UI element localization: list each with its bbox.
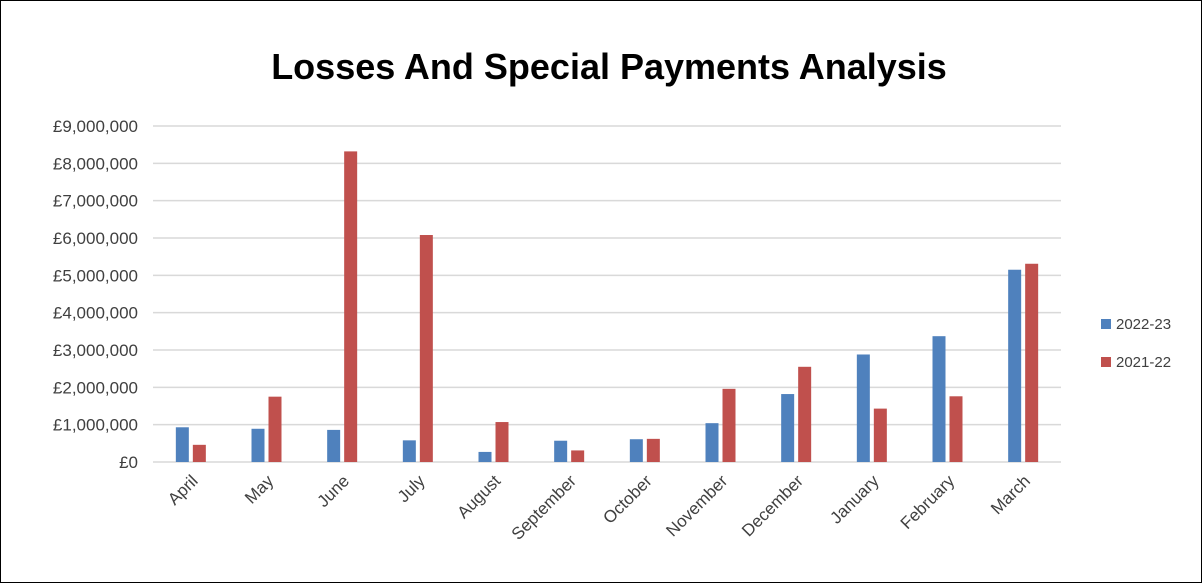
legend: 2022-23 2021-22 (1101, 316, 1171, 371)
y-tick-label: £0 (119, 453, 138, 472)
x-tick-label: September (508, 471, 580, 543)
x-tick-label: December (738, 471, 807, 540)
bar-2021-22-july (419, 235, 433, 462)
bar-2022-23-february (932, 336, 946, 462)
x-tick-label: August (453, 471, 504, 522)
legend-swatch (1101, 319, 1111, 329)
x-tick-label: February (897, 471, 959, 533)
legend-swatch (1101, 357, 1111, 367)
y-tick-label: £8,000,000 (53, 154, 138, 173)
bar-2022-23-january (856, 354, 870, 462)
x-tick-label: May (241, 471, 277, 507)
bar-2021-22-may (268, 396, 282, 462)
bar-2022-23-august (478, 451, 492, 462)
bar-2021-22-october (646, 438, 660, 462)
y-tick-label: £1,000,000 (53, 416, 138, 435)
y-tick-label: £2,000,000 (53, 378, 138, 397)
x-tick-label: April (164, 471, 201, 508)
bar-2021-22-december (798, 366, 812, 462)
bar-2021-22-january (873, 408, 887, 462)
y-tick-label: £4,000,000 (53, 304, 138, 323)
bar-2022-23-november (705, 423, 719, 462)
bar-2022-23-june (327, 429, 341, 462)
bar-2021-22-march (1025, 263, 1039, 462)
bars (175, 151, 1039, 463)
y-tick-label: £7,000,000 (53, 192, 138, 211)
chart-title: Losses And Special Payments Analysis (271, 46, 947, 87)
gridlines (153, 125, 1061, 463)
x-axis-tick-labels: April May June July August September October No… (164, 471, 1034, 544)
x-tick-label: March (987, 471, 1034, 518)
bar-2021-22-november (722, 388, 736, 462)
bar-2022-23-july (402, 440, 416, 462)
x-tick-label: July (394, 471, 429, 506)
bar-2022-23-march (1008, 269, 1022, 462)
bar-2021-22-september (571, 450, 585, 462)
bar-2021-22-august (495, 422, 509, 462)
bar-2021-22-april (192, 444, 206, 462)
bar-2021-22-february (949, 396, 963, 462)
bar-2022-23-april (175, 427, 189, 462)
bar-2022-23-december (781, 394, 795, 462)
y-tick-label: £9,000,000 (53, 117, 138, 136)
y-axis-tick-labels: £0 £1,000,000 £2,000,000 £3,000,000 £4,000,0… (53, 117, 138, 472)
y-tick-label: £5,000,000 (53, 266, 138, 285)
x-tick-label: January (826, 471, 883, 528)
bar-2021-22-june (344, 151, 358, 463)
bar-2022-23-october (629, 439, 643, 462)
x-tick-label: October (599, 471, 655, 527)
x-tick-label: November (662, 471, 731, 540)
y-tick-label: £6,000,000 (53, 229, 138, 248)
x-tick-label: June (313, 471, 353, 511)
legend-label: 2022-23 (1116, 316, 1171, 333)
legend-label: 2021-22 (1116, 354, 1171, 371)
y-tick-label: £3,000,000 (53, 341, 138, 360)
bar-2022-23-september (554, 440, 568, 462)
bar-2022-23-may (251, 428, 265, 462)
